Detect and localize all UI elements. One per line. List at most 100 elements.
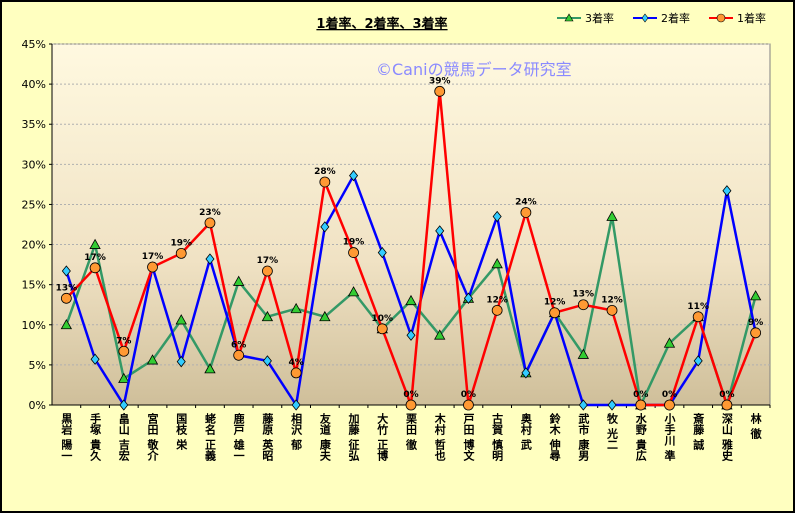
- x-tick-label: 友道 康夫: [318, 412, 331, 462]
- y-tick-label: 15%: [22, 279, 46, 292]
- x-tick-label: 栗田 徹: [405, 413, 419, 451]
- x-tick-label: 藤原 英昭: [261, 412, 275, 462]
- x-tick-label: 手塚 貴久: [89, 412, 102, 462]
- data-point: [491, 304, 503, 316]
- data-point: [146, 354, 159, 365]
- data-point: [435, 225, 445, 237]
- data-point: [261, 310, 274, 322]
- x-axis: 黒岩 陽一 手塚 貴久 畠山 吉宏 宮田 敬介 国枝 栄 蛯名 正義 鹿戸 雄一 藤原 英昭 相…: [52, 404, 771, 462]
- data-point: [320, 221, 330, 233]
- data-point: [607, 399, 617, 411]
- x-tick-label: 武市 康男: [577, 412, 590, 462]
- data-point: [491, 257, 503, 269]
- series-group: 13% 17% 7% 17% 19% 23% 6% 17% 4% 28% 19% 10% 0% 39% 0%…: [56, 76, 763, 411]
- data-label: 19%: [343, 238, 365, 248]
- data-point: [261, 265, 273, 277]
- data-label: 13%: [573, 290, 595, 300]
- data-point: [204, 363, 216, 374]
- legend-marker: [641, 13, 649, 23]
- x-tick-label: 古賀 慎明: [491, 412, 505, 462]
- data-label: 0%: [719, 390, 734, 400]
- data-point: [89, 262, 101, 274]
- data-label: 11%: [687, 302, 709, 312]
- data-point: [204, 217, 216, 229]
- x-tick-label: 木村 哲也: [433, 412, 447, 461]
- data-label: 24%: [515, 197, 537, 207]
- data-point: [90, 353, 100, 365]
- data-point: [520, 207, 532, 218]
- data-point: [521, 367, 531, 379]
- data-point: [749, 290, 762, 301]
- data-label: 19%: [170, 238, 192, 248]
- data-point: [577, 348, 589, 359]
- data-label: 0%: [461, 390, 476, 400]
- data-label: 10%: [372, 314, 394, 324]
- data-point: [434, 329, 446, 340]
- data-point: [347, 286, 360, 297]
- data-point: [405, 294, 417, 306]
- y-tick-label: 30%: [22, 158, 46, 171]
- data-point: [492, 210, 502, 223]
- data-point: [463, 292, 473, 304]
- data-label: 12%: [601, 295, 623, 305]
- legend-item: 2着率: [633, 11, 690, 25]
- data-label: 17%: [84, 253, 106, 263]
- data-point: [663, 337, 676, 348]
- y-axis: 0% 5% 10% 15% 20% 25% 30% 35% 40% 45%: [22, 38, 53, 412]
- data-point: [348, 247, 359, 258]
- data-label: 13%: [56, 283, 78, 293]
- y-tick-label: 20%: [22, 239, 46, 252]
- data-point: [405, 399, 417, 411]
- data-point: [722, 185, 732, 197]
- y-tick-label: 45%: [22, 38, 46, 51]
- data-label: 0%: [662, 390, 677, 400]
- data-point: [176, 356, 186, 368]
- y-tick-label: 35%: [22, 118, 46, 131]
- data-point: [693, 355, 703, 367]
- legend-label: 3着率: [585, 11, 614, 25]
- y-tick-label: 40%: [22, 78, 46, 91]
- data-point: [233, 349, 245, 361]
- data-point: [721, 399, 733, 411]
- data-point: [61, 265, 71, 277]
- x-tick-label: 水野 貴広: [634, 412, 647, 462]
- x-tick-label: 畠山 吉宏: [117, 412, 130, 462]
- data-label: 12%: [544, 298, 566, 308]
- y-tick-label: 10%: [22, 319, 46, 332]
- data-point: [434, 85, 446, 97]
- x-tick-label: 深山 雅史: [720, 412, 733, 462]
- data-label: 23%: [199, 208, 221, 218]
- legend-marker: [564, 13, 574, 22]
- data-point: [606, 304, 618, 316]
- x-tick-label: 林 徹: [749, 412, 763, 440]
- legend-item: 3着率: [557, 11, 614, 25]
- data-point: [463, 399, 474, 411]
- data-point: [376, 323, 388, 335]
- data-point: [175, 247, 187, 259]
- data-point: [233, 275, 245, 286]
- x-tick-label: 戸田 博文: [462, 413, 475, 462]
- watermark: ©Caniの競馬データ研究室: [376, 60, 572, 79]
- x-tick-label: 国枝 栄: [175, 413, 189, 451]
- x-tick-label: 牧 光二: [606, 412, 620, 450]
- x-tick-label: 加藤 征弘: [347, 412, 361, 462]
- x-tick-label: 斎藤 誠: [692, 412, 705, 451]
- x-tick-label: 黒岩 陽一: [60, 413, 74, 461]
- series-1着率: 13% 17% 7% 17% 19% 23% 6% 17% 4% 28% 19% 10% 0% 39% 0%…: [56, 76, 763, 411]
- y-tick-label: 25%: [22, 198, 46, 211]
- x-tick-label: 相沢 郁: [290, 412, 304, 451]
- x-tick-label: 蛯名 正義: [203, 412, 216, 462]
- data-point: [290, 367, 302, 379]
- data-point: [291, 399, 301, 411]
- data-point: [205, 253, 215, 265]
- data-point: [578, 399, 588, 411]
- data-label: 39%: [429, 76, 451, 86]
- data-point: [175, 314, 187, 325]
- data-label: 12%: [486, 295, 508, 305]
- data-label: 17%: [257, 256, 279, 266]
- data-point: [377, 246, 387, 259]
- y-tick-label: 0%: [29, 399, 46, 412]
- x-tick-label: 大竹 正博: [376, 412, 390, 462]
